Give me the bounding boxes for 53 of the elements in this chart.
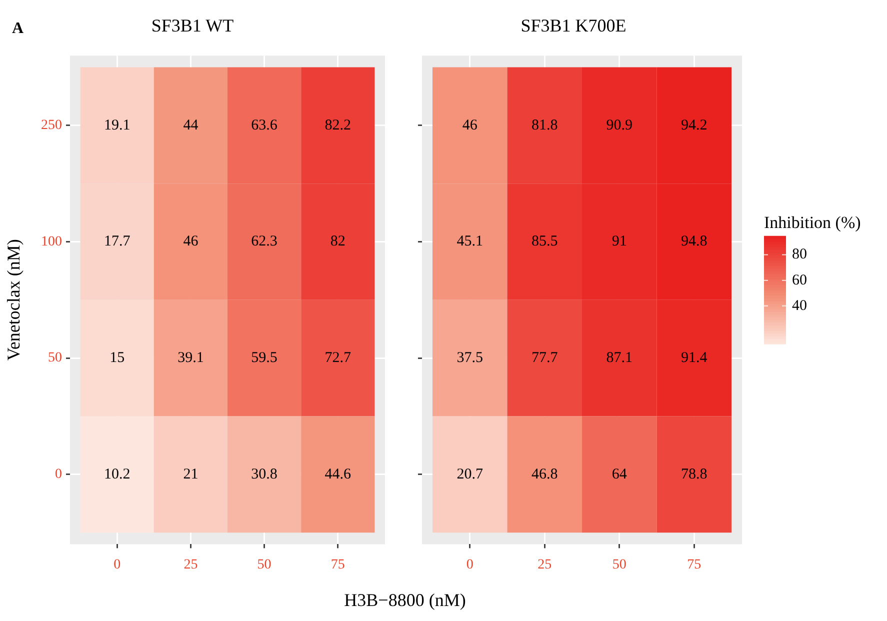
data-label: 59.5: [251, 350, 278, 366]
data-label: 85.5: [531, 234, 558, 250]
text: A: [12, 20, 24, 38]
data-label: 72.7: [324, 350, 352, 366]
data-label: 78.8: [681, 466, 708, 482]
data-label: 45.1: [456, 234, 483, 250]
data-label: 44: [183, 117, 199, 134]
color-bar-label: 40: [792, 298, 807, 314]
data-label: 21: [183, 466, 198, 482]
x-tick-label: 0: [114, 557, 121, 572]
data-label: 64: [612, 466, 628, 482]
x-tick-label: 0: [466, 557, 474, 572]
data-label: 82.2: [324, 117, 352, 134]
x-axis-title: H3B−8800 (nM): [343, 590, 467, 611]
data-label: 39.1: [178, 350, 204, 366]
x-tick-label: 75: [687, 557, 702, 572]
y-axis-title: Venetoclax (nM): [4, 239, 24, 361]
data-label: 37.5: [456, 350, 483, 366]
x-tick-label: 75: [330, 557, 345, 572]
data-label: 15: [110, 350, 125, 366]
data-label: 81.8: [531, 117, 558, 134]
data-label: 44.6: [324, 466, 352, 482]
data-label: 94.2: [681, 117, 708, 134]
chart-title: SF3B1 WT: [151, 16, 234, 36]
color-bar-title: Inhibition (%): [764, 212, 861, 232]
y-tick-label: 250: [41, 118, 62, 134]
color-bar-label: 60: [792, 272, 807, 288]
data-label: 90.9: [606, 117, 633, 134]
x-tick-label: 25: [184, 557, 198, 572]
data-label: 10.2: [104, 466, 130, 482]
y-tick-label: 100: [41, 234, 62, 250]
chart-title: SF3B1 K700E: [520, 16, 626, 36]
x-tick-label: 50: [612, 557, 626, 572]
data-label: 82: [330, 234, 346, 250]
data-label: 77.7: [531, 350, 558, 366]
y-tick-label: 0: [55, 467, 62, 482]
data-label: 20.7: [456, 466, 484, 482]
data-label: 46.8: [531, 466, 558, 482]
x-tick-label: 25: [538, 557, 552, 572]
x-tick-label: 50: [257, 557, 272, 572]
y-tick-label: 50: [48, 350, 62, 366]
data-label: 91.4: [681, 350, 708, 366]
data-label: 62.3: [251, 234, 278, 250]
data-label: 17.7: [104, 234, 131, 250]
data-label: 94.8: [681, 234, 708, 250]
color-bar-label: 80: [792, 246, 807, 263]
data-label: 46: [183, 234, 199, 250]
data-label: 30.8: [251, 466, 278, 482]
data-label: 63.6: [251, 117, 278, 134]
data-label: 19.1: [104, 117, 130, 134]
data-label: 87.1: [606, 350, 633, 366]
data-label: 91: [612, 234, 627, 250]
data-label: 46: [462, 117, 478, 134]
